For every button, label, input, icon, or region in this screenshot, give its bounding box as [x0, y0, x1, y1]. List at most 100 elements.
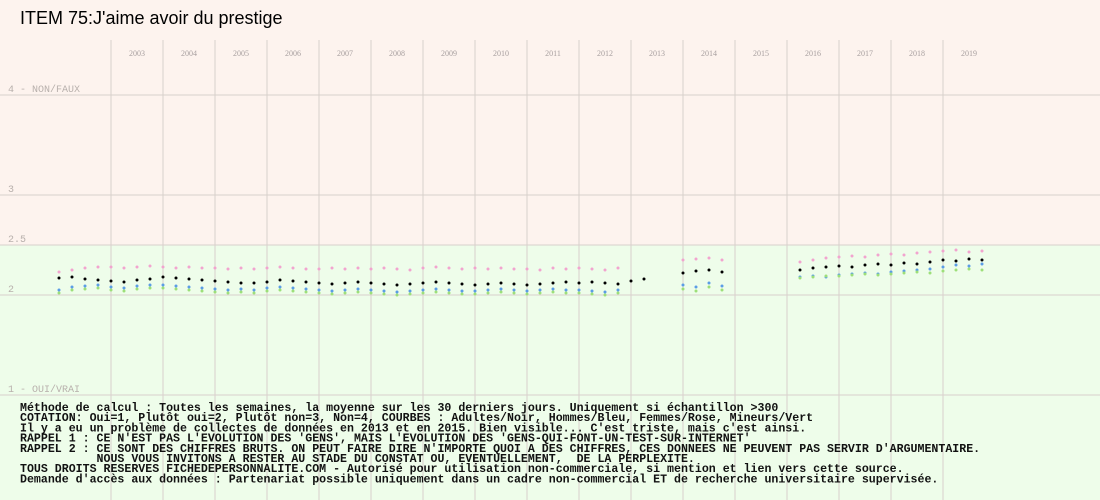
- point: [434, 280, 438, 284]
- point: [590, 292, 594, 296]
- point: [408, 292, 412, 296]
- point: [590, 267, 594, 271]
- point: [499, 287, 503, 291]
- point: [161, 265, 165, 269]
- point: [174, 287, 178, 291]
- point: [408, 282, 412, 286]
- point: [382, 292, 386, 296]
- point: [824, 274, 828, 278]
- note: TOUS DROITS RESERVES FICHEDEPERSONNALITE…: [20, 463, 904, 476]
- x-tick-label: 2004: [181, 49, 197, 58]
- point: [824, 265, 828, 269]
- point: [109, 285, 113, 289]
- point: [395, 290, 399, 294]
- point: [928, 250, 932, 254]
- point: [915, 251, 919, 255]
- point: [187, 265, 191, 269]
- point: [551, 287, 555, 291]
- point: [148, 264, 152, 268]
- point: [356, 266, 360, 270]
- point: [915, 262, 919, 266]
- point: [148, 277, 152, 281]
- point: [980, 262, 984, 266]
- point: [317, 291, 321, 295]
- point: [980, 249, 984, 253]
- point: [265, 286, 269, 290]
- point: [538, 268, 542, 272]
- point: [486, 288, 490, 292]
- point: [421, 281, 425, 285]
- point: [70, 275, 74, 279]
- point: [967, 257, 971, 261]
- point: [538, 282, 542, 286]
- point: [187, 277, 191, 281]
- point: [356, 287, 360, 291]
- point: [603, 268, 607, 272]
- point: [291, 286, 295, 290]
- note: Il y a eu un problème de collectes de do…: [20, 422, 806, 435]
- point: [291, 266, 295, 270]
- point: [564, 288, 568, 292]
- point: [187, 285, 191, 289]
- point: [512, 282, 516, 286]
- point: [980, 268, 984, 272]
- point: [96, 265, 100, 269]
- x-tick-label: 2008: [389, 49, 405, 58]
- point: [980, 258, 984, 262]
- point: [200, 286, 204, 290]
- point: [473, 266, 477, 270]
- point: [460, 289, 464, 293]
- point: [902, 261, 906, 265]
- point: [421, 288, 425, 292]
- x-tick-label: 2007: [337, 49, 353, 58]
- point: [798, 260, 802, 264]
- point: [876, 253, 880, 257]
- point: [850, 265, 854, 269]
- point: [928, 271, 932, 275]
- y-tick-label: 2: [8, 285, 14, 296]
- point: [161, 286, 165, 290]
- point: [226, 291, 230, 295]
- point: [811, 275, 815, 279]
- point: [824, 256, 828, 260]
- point: [226, 288, 230, 292]
- point: [57, 288, 61, 292]
- point: [239, 287, 243, 291]
- point: [239, 281, 243, 285]
- point: [486, 282, 490, 286]
- point: [967, 267, 971, 271]
- x-tick-label: 2005: [233, 49, 249, 58]
- point: [681, 258, 685, 262]
- point: [96, 283, 100, 287]
- x-tick-label: 2009: [441, 49, 457, 58]
- point: [967, 250, 971, 254]
- point: [473, 289, 477, 293]
- point: [70, 288, 74, 292]
- point: [707, 281, 711, 285]
- point: [499, 281, 503, 285]
- point: [590, 280, 594, 284]
- lower-zone: [0, 245, 1100, 500]
- point: [200, 289, 204, 293]
- point: [434, 290, 438, 294]
- point: [343, 267, 347, 271]
- y-tick-label: 1 - OUI/VRAI: [8, 384, 80, 396]
- point: [603, 290, 607, 294]
- point: [603, 293, 607, 297]
- point: [538, 291, 542, 295]
- point: [135, 284, 139, 288]
- point: [278, 288, 282, 292]
- point: [57, 270, 61, 274]
- point: [889, 252, 893, 256]
- point: [681, 283, 685, 287]
- x-tick-label: 2015: [753, 49, 769, 58]
- point: [720, 258, 724, 262]
- point: [304, 280, 308, 284]
- point: [954, 259, 958, 263]
- point: [317, 281, 321, 285]
- point: [395, 283, 399, 287]
- point: [421, 266, 425, 270]
- x-tick-label: 2012: [597, 49, 613, 58]
- point: [551, 266, 555, 270]
- point: [213, 287, 217, 291]
